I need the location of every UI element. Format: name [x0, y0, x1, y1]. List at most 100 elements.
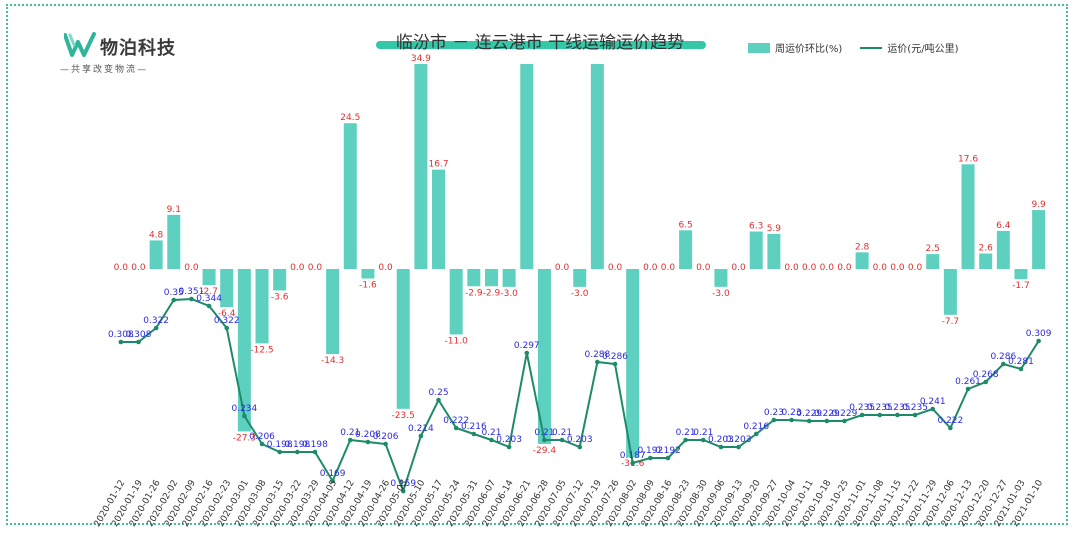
price-label-2020-07-19: 0.288: [584, 350, 610, 360]
bar-label-2020-03-22: 0.0: [290, 263, 305, 273]
price-label-2020-09-20: 0.216: [743, 422, 769, 432]
bar-label-2020-06-07: -2.9: [483, 288, 501, 298]
bar-label-2020-11-01: 2.8: [855, 242, 870, 252]
bar-label-2020-01-19: 0.0: [131, 263, 146, 273]
bar-2020-03-01: [237, 269, 251, 432]
price-point-2020-03-08: [259, 441, 265, 447]
price-point-2020-09-27: [771, 417, 777, 423]
price-label-2020-01-12: 0.308: [108, 330, 134, 340]
price-point-2020-04-26: [383, 441, 388, 447]
bar-label-2020-02-09: 0.0: [184, 263, 199, 273]
bar-label-2020-12-27: 6.4: [996, 221, 1011, 231]
price-label-2020-11-15: 0.235: [885, 403, 911, 413]
price-label-2020-05-10: 0.214: [408, 424, 434, 434]
logo: 物泊科技 —共享改变物流—: [60, 32, 204, 82]
price-point-2020-10-18: [824, 418, 830, 424]
bar-2020-04-19: [361, 269, 375, 279]
price-label-2020-08-16: 0.192: [655, 446, 681, 456]
price-label-2020-07-26: 0.286: [602, 352, 628, 362]
price-label-2020-01-26: 0.322: [143, 316, 169, 326]
price-label-2020-11-08: 0.235: [867, 403, 893, 413]
price-label-2020-10-11: 0.229: [796, 409, 822, 419]
bar-label-2020-11-22: 0.0: [908, 263, 923, 273]
price-point-2020-08-02: [630, 460, 635, 466]
bar-2020-07-19: [590, 64, 604, 269]
price-point-2020-03-15: [277, 449, 282, 455]
price-label-2020-12-27: 0.286: [990, 352, 1016, 362]
price-point-2020-10-11: [806, 418, 812, 424]
price-label-2020-04-05: 0.169: [320, 469, 346, 479]
bar-label-2020-04-19: -1.6: [359, 281, 377, 291]
bar-2020-02-23: [220, 269, 234, 308]
price-label-2020-05-31: 0.216: [461, 422, 487, 432]
bar-label-2020-11-08: 0.0: [873, 263, 888, 273]
bar-2020-03-08: [255, 269, 269, 344]
price-label-2020-01-19: 0.308: [126, 330, 152, 340]
bar-label-2020-02-16: -2.7: [200, 287, 218, 297]
bar-2020-05-03: [396, 269, 410, 409]
bar-label-2021-01-10: 9.9: [1031, 200, 1046, 210]
price-point-2020-06-21: [524, 350, 530, 356]
bar-label-2020-05-03: -23.5: [392, 411, 415, 421]
bar-2020-05-10: [414, 64, 428, 269]
price-point-2020-09-13: [736, 444, 741, 450]
price-point-2020-07-12: [577, 444, 583, 450]
price-label-2020-08-09: 0.192: [637, 446, 663, 456]
price-point-2020-05-24: [453, 425, 459, 431]
price-point-2020-07-19: [595, 359, 600, 365]
bar-2020-04-05: [326, 269, 340, 355]
price-point-2021-01-10: [1036, 338, 1041, 344]
bar-label-2020-02-02: 9.1: [167, 205, 181, 215]
price-point-2020-08-23: [683, 437, 688, 443]
price-label-2020-02-02: 0.35: [164, 288, 184, 298]
bar-2020-12-06: [943, 269, 957, 315]
bar-label-2020-04-26: 0.0: [378, 263, 393, 273]
price-point-2020-11-29: [930, 406, 936, 412]
price-label-2020-05-17: 0.25: [429, 388, 449, 398]
title-underline: [376, 41, 706, 49]
bar-label-2020-12-13: 17.6: [958, 154, 978, 164]
price-label-2020-02-23: 0.322: [214, 316, 240, 326]
price-label-2020-09-13: 0.203: [726, 435, 752, 445]
price-point-2020-10-25: [842, 418, 847, 424]
price-label-2020-04-12: 0.21: [340, 428, 360, 438]
price-label-2021-01-10: 0.309: [1026, 329, 1052, 339]
bar-label-2020-10-25: 0.0: [837, 263, 852, 273]
price-point-2020-04-12: [347, 437, 353, 443]
bar-2020-06-07: [484, 269, 498, 287]
price-label-2020-12-13: 0.261: [955, 377, 981, 387]
logo-w-icon: [64, 32, 96, 57]
price-label-2020-06-14: 0.203: [496, 435, 522, 445]
bar-label-2020-03-29: 0.0: [308, 263, 323, 273]
price-point-2020-04-19: [365, 439, 371, 445]
bar-2020-06-21: [520, 64, 534, 269]
price-point-2020-08-09: [648, 455, 653, 461]
price-label-2020-06-07: 0.21: [481, 428, 501, 438]
bar-label-2020-08-30: 0.0: [696, 263, 711, 273]
price-label-2020-02-16: 0.344: [196, 294, 222, 304]
price-point-2020-01-12: [118, 339, 124, 345]
bar-label-2020-08-09: 0.0: [643, 263, 658, 273]
price-point-2020-11-08: [877, 412, 883, 418]
chart-title-wrap: 临汾市 － 连云港市 干线运输运价趋势: [370, 28, 710, 53]
bar-label-2020-11-29: 2.5: [926, 244, 940, 254]
price-label-2020-08-30: 0.21: [693, 428, 713, 438]
price-point-2020-01-26: [153, 325, 159, 331]
bar-2020-04-12: [343, 123, 357, 269]
bar-label-2020-02-23: -6.4: [218, 309, 236, 319]
price-label-2020-03-15: 0.198: [267, 440, 293, 450]
bar-2020-09-06: [714, 269, 728, 287]
bar-2020-09-27: [767, 233, 781, 269]
price-point-2020-09-06: [718, 444, 724, 450]
bar-2020-12-27: [996, 230, 1010, 269]
price-point-2020-01-19: [136, 339, 141, 345]
bar-label-2020-05-24: -11.0: [445, 336, 469, 346]
price-label-2020-05-03: 0.159: [390, 479, 416, 489]
bar-2020-01-26: [149, 240, 163, 269]
bar-label-2021-01-03: -1.7: [1012, 281, 1030, 291]
price-point-2020-04-05: [330, 478, 335, 484]
price-label-2020-11-22: 0.235: [902, 403, 928, 413]
price-label-2020-07-12: 0.203: [567, 435, 593, 445]
price-point-2020-06-14: [506, 444, 512, 450]
